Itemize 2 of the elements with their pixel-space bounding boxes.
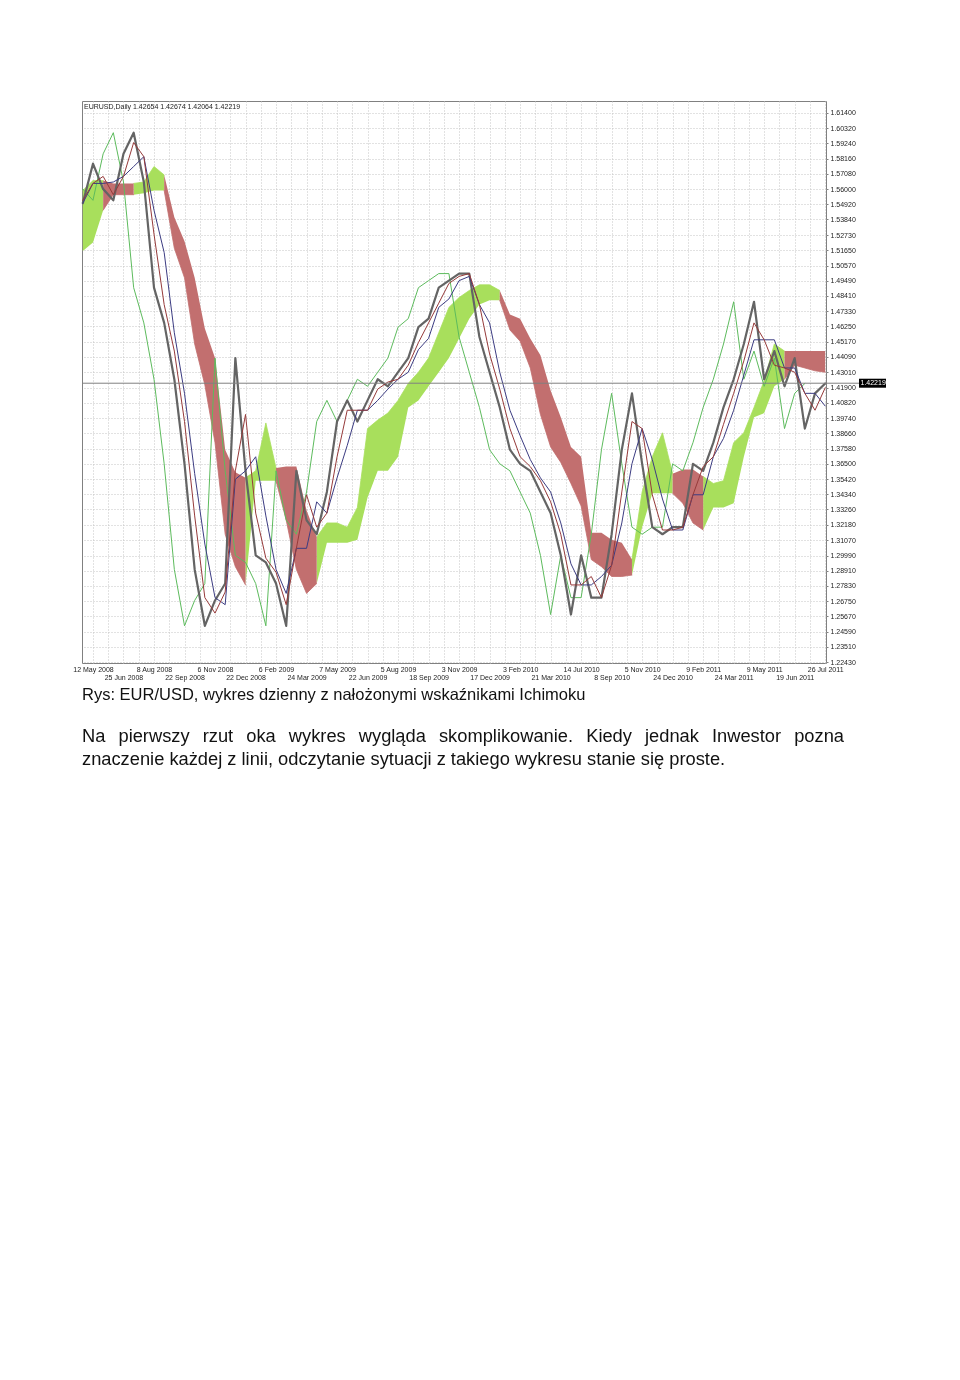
text: Na pierwszy rzut oka wykres wygląda skomplikowanie. Kiedy jednak Inwestor pozna znaczenie każdej z linii, odczytanie sytuacji z takiego wykresu stanie się proste. [82, 724, 844, 770]
text: Rys: EUR/USD, wykres dzienny z nałożonymi wskaźnikami Ichimoku [82, 684, 587, 704]
